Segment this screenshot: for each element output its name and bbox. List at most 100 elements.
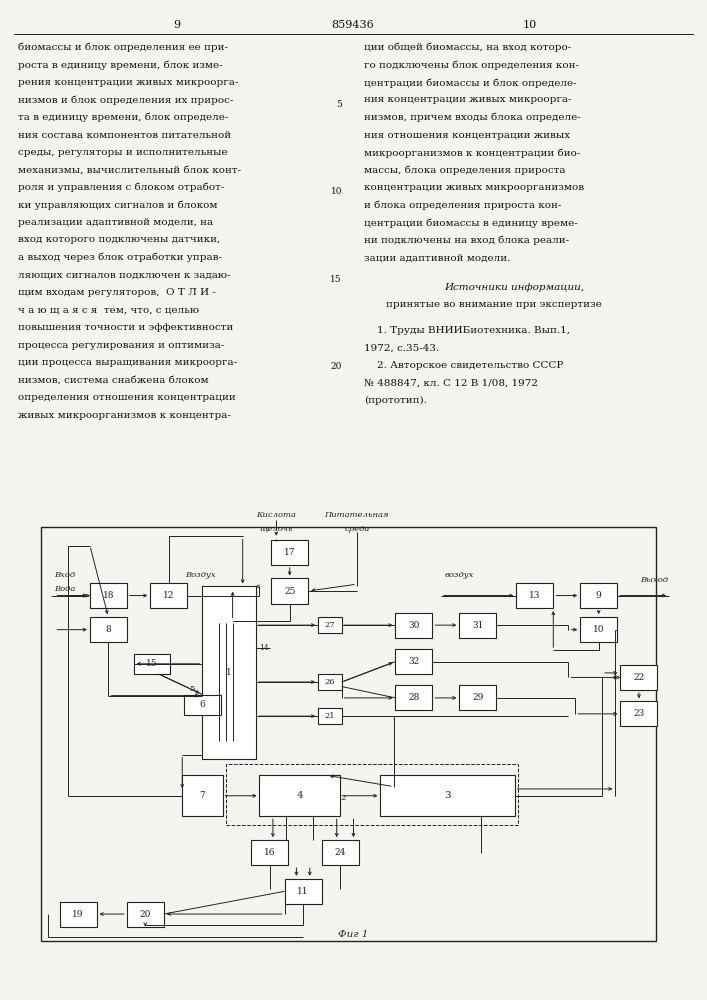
Text: а выход через блок отработки управ-: а выход через блок отработки управ- bbox=[18, 253, 222, 262]
Text: 21: 21 bbox=[325, 712, 335, 720]
Bar bbox=[621, 701, 658, 726]
Bar bbox=[395, 649, 433, 674]
Bar bbox=[580, 617, 617, 642]
Bar bbox=[127, 902, 164, 927]
Bar bbox=[59, 902, 97, 927]
Bar bbox=[460, 685, 496, 710]
Text: вход которого подключены датчики,: вход которого подключены датчики, bbox=[18, 235, 221, 244]
Text: 22: 22 bbox=[633, 673, 645, 682]
Text: 13: 13 bbox=[529, 591, 541, 600]
Text: 12: 12 bbox=[163, 591, 175, 600]
Bar bbox=[251, 840, 288, 865]
Text: принятые во внимание при экспертизе: принятые во внимание при экспертизе bbox=[386, 300, 602, 309]
Text: Питательная: Питательная bbox=[325, 511, 389, 519]
Bar bbox=[90, 617, 127, 642]
Text: та в единицу времени, блок определе-: та в единицу времени, блок определе- bbox=[18, 113, 228, 122]
Text: (прототип).: (прототип). bbox=[364, 396, 427, 405]
Text: 17: 17 bbox=[284, 548, 296, 557]
Bar bbox=[285, 879, 322, 904]
Bar bbox=[395, 685, 433, 710]
Bar bbox=[182, 775, 223, 816]
Bar bbox=[318, 708, 341, 724]
Text: ния состава компонентов питательной: ния состава компонентов питательной bbox=[18, 130, 231, 139]
Text: 4: 4 bbox=[296, 791, 303, 800]
Text: массы, блока определения прироста: массы, блока определения прироста bbox=[364, 165, 566, 175]
Text: 1972, с.35-43.: 1972, с.35-43. bbox=[364, 344, 439, 353]
Bar bbox=[621, 665, 658, 690]
Bar bbox=[226, 764, 518, 825]
Bar bbox=[322, 840, 358, 865]
Bar bbox=[516, 583, 554, 608]
Text: Вход: Вход bbox=[54, 571, 76, 579]
Text: го подключены блок определения кон-: го подключены блок определения кон- bbox=[364, 60, 579, 70]
Text: концентрации живых микроорганизмов: концентрации живых микроорганизмов bbox=[364, 183, 584, 192]
Text: 30: 30 bbox=[408, 621, 420, 630]
Text: 2: 2 bbox=[341, 794, 346, 802]
Text: воздух: воздух bbox=[444, 571, 474, 579]
Bar bbox=[202, 586, 256, 759]
Text: № 488847, кл. С 12 В 1/08, 1972: № 488847, кл. С 12 В 1/08, 1972 bbox=[364, 379, 538, 388]
Text: 1. Труды ВНИИБиотехника. Вып.1,: 1. Труды ВНИИБиотехника. Вып.1, bbox=[364, 326, 570, 335]
Text: центрации биомассы в единицу време-: центрации биомассы в единицу време- bbox=[364, 218, 578, 228]
Bar bbox=[134, 654, 170, 674]
Text: 7: 7 bbox=[199, 791, 205, 800]
Text: 5: 5 bbox=[336, 100, 342, 109]
Text: низмов, причем входы блока определе-: низмов, причем входы блока определе- bbox=[364, 113, 580, 122]
Text: 9: 9 bbox=[173, 20, 180, 30]
Bar bbox=[259, 775, 340, 816]
Text: рения концентрации живых микроорга-: рения концентрации живых микроорга- bbox=[18, 78, 238, 87]
Text: 10: 10 bbox=[593, 625, 604, 634]
Text: ния концентрации живых микроорга-: ния концентрации живых микроорга- bbox=[364, 96, 571, 104]
Bar bbox=[395, 613, 433, 638]
Text: центрации биомассы и блок определе-: центрации биомассы и блок определе- bbox=[364, 78, 577, 88]
Text: 859436: 859436 bbox=[332, 20, 375, 30]
Text: ляющих сигналов подключен к задаю-: ляющих сигналов подключен к задаю- bbox=[18, 270, 230, 279]
Text: ни подключены на вход блока реали-: ни подключены на вход блока реали- bbox=[364, 235, 569, 245]
Text: 18: 18 bbox=[103, 591, 114, 600]
Text: 19: 19 bbox=[72, 910, 84, 919]
Text: 16: 16 bbox=[264, 848, 275, 857]
Text: 23: 23 bbox=[633, 709, 645, 718]
Text: механизмы, вычислительный блок конт-: механизмы, вычислительный блок конт- bbox=[18, 165, 241, 174]
Text: среды, регуляторы и исполнительные: среды, регуляторы и исполнительные bbox=[18, 148, 228, 157]
Text: ции процесса выращивания микроорга-: ции процесса выращивания микроорга- bbox=[18, 358, 237, 367]
Text: 29: 29 bbox=[472, 693, 484, 702]
Text: ния отношения концентрации живых: ния отношения концентрации живых bbox=[364, 130, 570, 139]
Text: 32: 32 bbox=[409, 657, 419, 666]
Text: биомассы и блок определения ее при-: биомассы и блок определения ее при- bbox=[18, 43, 228, 52]
Text: низмов, система снабжена блоком: низмов, система снабжена блоком bbox=[18, 375, 209, 384]
Text: Фиг 1: Фиг 1 bbox=[339, 930, 368, 939]
Text: 5: 5 bbox=[189, 685, 195, 693]
Text: 26: 26 bbox=[325, 678, 335, 686]
Bar bbox=[380, 775, 515, 816]
Text: 10: 10 bbox=[330, 187, 342, 196]
Text: реализации адаптивной модели, на: реализации адаптивной модели, на bbox=[18, 218, 213, 227]
Text: 11: 11 bbox=[298, 887, 309, 896]
Text: низмов и блок определения их прирос-: низмов и блок определения их прирос- bbox=[18, 96, 233, 105]
Bar bbox=[271, 540, 308, 565]
Text: щелочь: щелочь bbox=[259, 525, 293, 533]
Text: 14: 14 bbox=[259, 644, 269, 652]
Text: Воздух: Воздух bbox=[185, 571, 216, 579]
Text: ч а ю щ а я с я  тем, что, с целью: ч а ю щ а я с я тем, что, с целью bbox=[18, 306, 199, 314]
Text: щим входам регуляторов,  О Т Л И -: щим входам регуляторов, О Т Л И - bbox=[18, 288, 216, 297]
Text: 28: 28 bbox=[408, 693, 420, 702]
Bar bbox=[271, 578, 308, 604]
Text: определения отношения концентрации: определения отношения концентрации bbox=[18, 393, 235, 402]
Text: микроорганизмов к концентрации био-: микроорганизмов к концентрации био- bbox=[364, 148, 580, 157]
Text: 20: 20 bbox=[139, 910, 151, 919]
Bar bbox=[90, 583, 127, 608]
Text: процесса регулирования и оптимиза-: процесса регулирования и оптимиза- bbox=[18, 340, 224, 350]
Text: 31: 31 bbox=[472, 621, 484, 630]
Text: зации адаптивной модели.: зации адаптивной модели. bbox=[364, 253, 510, 262]
Text: 27: 27 bbox=[325, 621, 335, 629]
Text: Кислота: Кислота bbox=[256, 511, 296, 519]
Text: Вода: Вода bbox=[54, 585, 76, 593]
Bar bbox=[318, 674, 341, 690]
Text: 15: 15 bbox=[330, 275, 342, 284]
Text: 10: 10 bbox=[523, 20, 537, 30]
Text: Выход: Выход bbox=[641, 576, 668, 584]
Text: 24: 24 bbox=[334, 848, 346, 857]
Text: роля и управления с блоком отработ-: роля и управления с блоком отработ- bbox=[18, 183, 224, 192]
Text: 1: 1 bbox=[226, 668, 232, 677]
